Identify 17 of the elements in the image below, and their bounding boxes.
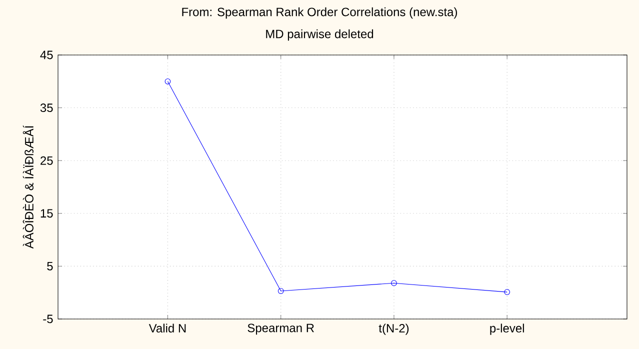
y-tick-label: 35 <box>40 104 53 112</box>
y-tick-label: 15 <box>40 209 53 218</box>
chart-subtitle: MD pairwise deleted <box>266 29 374 41</box>
y-tick-label: -5 <box>43 314 53 324</box>
x-tick-label: Valid N <box>148 324 186 333</box>
x-tick-label: Spearman R <box>248 324 314 335</box>
y-axis-title: ÀÂÒÎÐÈÒ & ÍÀÏÐßÆÅÍ <box>22 125 34 249</box>
x-tick-label: p-level <box>490 324 524 335</box>
y-tick-label: 5 <box>47 262 53 270</box>
point <box>278 288 284 294</box>
point <box>391 280 397 286</box>
point <box>504 289 510 295</box>
point <box>164 78 171 84</box>
x-tick-label: t(N-2) <box>378 324 409 335</box>
y-tick-label: 25 <box>40 156 53 165</box>
y-tick-label: 45 <box>40 50 53 60</box>
chart-title: From: Spearman Rank Order Correlations (new.sta) <box>182 7 458 19</box>
